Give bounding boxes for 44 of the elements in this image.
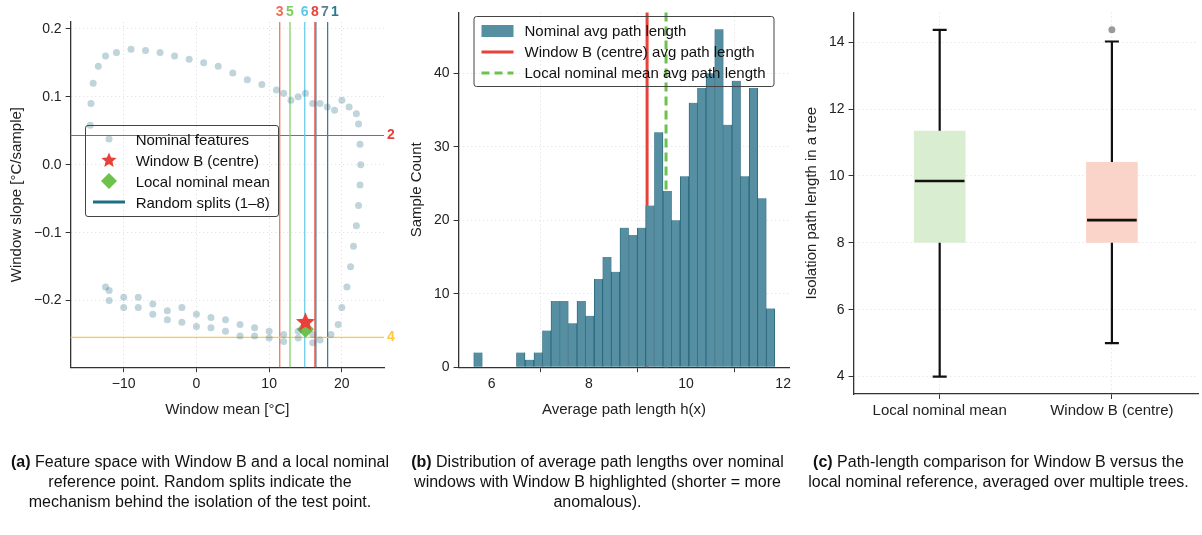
y-tick-label: 0.0: [42, 155, 62, 172]
x-tick-label: 0: [192, 375, 201, 392]
text: (a) Feature space with Window B and a local nominal reference point. Random splits indicate the mechanism behind the isolation of the test point.: [10, 452, 390, 512]
y-tick-label: −0.2: [34, 291, 62, 308]
x-tick-label: 6: [487, 375, 496, 392]
y-tick-label: 12: [828, 99, 845, 116]
text: (c) Path-length comparison for Window B versus the local nominal reference, averaged over multiple trees.: [807, 452, 1190, 492]
text: 2: [387, 126, 395, 143]
y-tick-label: 30: [433, 137, 450, 154]
x-axis-title: Window mean [°C]: [165, 400, 290, 418]
y-tick-label: 0: [441, 358, 450, 375]
legend-label: Local nominal mean: [135, 172, 270, 190]
x-tick-label: 8: [584, 375, 593, 392]
x-tick-label: 10: [678, 375, 694, 392]
x-tick-label: 10: [261, 375, 278, 392]
text: (b) Distribution of average path lengths over nominal windows with Window B highlighted (shorter = more anomalous).: [410, 452, 785, 512]
x-tick-label: −10: [111, 375, 136, 392]
y-tick-label: 6: [836, 300, 845, 317]
y-tick-label: 10: [828, 166, 845, 183]
y-tick-label: 4: [836, 367, 845, 384]
x-tick-label: 12: [775, 375, 792, 392]
legend-label: Random splits (1–8): [135, 193, 270, 211]
text: 1: [331, 2, 340, 19]
x-axis-title: Average path length h(x): [542, 400, 707, 418]
y-tick-label: −0.1: [34, 223, 62, 240]
text: 6: [300, 2, 309, 19]
text: 4: [387, 328, 395, 345]
y-tick-label: 0.1: [42, 87, 62, 104]
text: 3: [275, 2, 284, 19]
legend-label: Nominal features: [135, 130, 250, 148]
y-axis-title: Sample Count: [407, 141, 425, 238]
text: 8: [311, 2, 320, 19]
text: 5: [286, 2, 295, 19]
y-tick-label: 14: [828, 33, 845, 50]
y-tick-label: 8: [836, 233, 845, 250]
y-tick-label: 20: [433, 211, 450, 228]
y-tick-label: 10: [433, 284, 450, 301]
y-axis-title: Isolation path length in a tree: [802, 106, 820, 300]
legend-label: Window B (centre): [135, 151, 259, 169]
y-axis-title: Window slope [°C/sample]: [7, 106, 25, 283]
text: 7: [321, 2, 330, 19]
y-tick-label: 40: [433, 64, 450, 81]
x-tick-label: 20: [334, 375, 350, 392]
y-tick-label: 0.2: [42, 19, 62, 36]
